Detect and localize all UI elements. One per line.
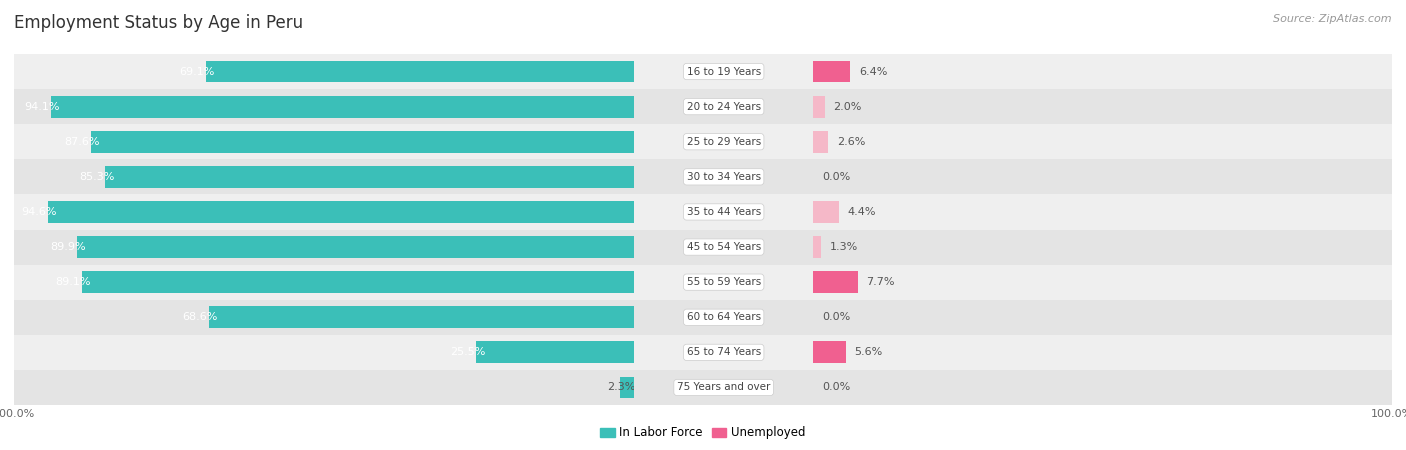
Bar xyxy=(813,201,839,223)
Text: 68.6%: 68.6% xyxy=(183,312,218,322)
Text: 87.6%: 87.6% xyxy=(65,137,100,147)
Text: 89.9%: 89.9% xyxy=(51,242,86,252)
Bar xyxy=(91,131,634,153)
Bar xyxy=(14,194,634,230)
Text: 30 to 34 Years: 30 to 34 Years xyxy=(686,172,761,182)
Text: 7.7%: 7.7% xyxy=(866,277,896,287)
Bar xyxy=(51,96,634,117)
Text: 0.0%: 0.0% xyxy=(823,312,851,322)
Bar xyxy=(634,159,813,194)
Bar xyxy=(48,201,634,223)
Bar xyxy=(634,265,813,300)
Text: 4.4%: 4.4% xyxy=(848,207,876,217)
Bar xyxy=(813,159,1392,194)
Text: 60 to 64 Years: 60 to 64 Years xyxy=(686,312,761,322)
Bar xyxy=(77,236,634,258)
Text: 65 to 74 Years: 65 to 74 Years xyxy=(686,347,761,357)
Text: 2.3%: 2.3% xyxy=(607,382,636,392)
Text: 16 to 19 Years: 16 to 19 Years xyxy=(686,67,761,76)
Text: 25.5%: 25.5% xyxy=(450,347,485,357)
Text: Employment Status by Age in Peru: Employment Status by Age in Peru xyxy=(14,14,304,32)
Text: 6.4%: 6.4% xyxy=(859,67,887,76)
Bar xyxy=(620,377,634,398)
Text: 45 to 54 Years: 45 to 54 Years xyxy=(686,242,761,252)
Bar xyxy=(14,265,634,300)
Bar xyxy=(813,265,1392,300)
Text: Source: ZipAtlas.com: Source: ZipAtlas.com xyxy=(1274,14,1392,23)
Bar xyxy=(634,370,813,405)
Text: 5.6%: 5.6% xyxy=(855,347,883,357)
Text: 0.0%: 0.0% xyxy=(823,172,851,182)
Bar xyxy=(813,89,1392,124)
Bar xyxy=(14,54,634,89)
Bar xyxy=(813,342,845,363)
Text: 94.1%: 94.1% xyxy=(24,102,60,112)
Bar xyxy=(813,194,1392,230)
Bar xyxy=(634,124,813,159)
Bar xyxy=(634,54,813,89)
Text: 69.1%: 69.1% xyxy=(180,67,215,76)
Bar xyxy=(14,300,634,335)
Text: 25 to 29 Years: 25 to 29 Years xyxy=(686,137,761,147)
Bar xyxy=(813,124,1392,159)
Text: 0.0%: 0.0% xyxy=(823,382,851,392)
Bar xyxy=(82,271,634,293)
Text: 85.3%: 85.3% xyxy=(79,172,114,182)
Text: 94.6%: 94.6% xyxy=(21,207,56,217)
Bar xyxy=(14,159,634,194)
Bar xyxy=(813,230,1392,265)
Bar xyxy=(14,335,634,370)
Bar xyxy=(634,335,813,370)
Bar xyxy=(634,89,813,124)
Text: 35 to 44 Years: 35 to 44 Years xyxy=(686,207,761,217)
Bar xyxy=(14,124,634,159)
Bar xyxy=(14,230,634,265)
Bar xyxy=(634,300,813,335)
Bar xyxy=(813,236,821,258)
Bar xyxy=(813,370,1392,405)
Bar xyxy=(208,306,634,328)
Bar xyxy=(813,131,828,153)
Bar xyxy=(205,61,634,82)
Text: 20 to 24 Years: 20 to 24 Years xyxy=(686,102,761,112)
Bar xyxy=(634,230,813,265)
Bar xyxy=(813,271,858,293)
Bar xyxy=(14,89,634,124)
Bar xyxy=(634,194,813,230)
Text: 89.1%: 89.1% xyxy=(55,277,91,287)
Legend: In Labor Force, Unemployed: In Labor Force, Unemployed xyxy=(596,422,810,444)
Bar xyxy=(813,61,851,82)
Bar xyxy=(813,96,825,117)
Bar xyxy=(14,370,634,405)
Bar xyxy=(813,54,1392,89)
Bar xyxy=(105,166,634,188)
Bar xyxy=(813,300,1392,335)
Bar xyxy=(813,335,1392,370)
Text: 1.3%: 1.3% xyxy=(830,242,858,252)
Bar xyxy=(477,342,634,363)
Text: 2.0%: 2.0% xyxy=(834,102,862,112)
Text: 75 Years and over: 75 Years and over xyxy=(676,382,770,392)
Text: 55 to 59 Years: 55 to 59 Years xyxy=(686,277,761,287)
Text: 2.6%: 2.6% xyxy=(837,137,865,147)
